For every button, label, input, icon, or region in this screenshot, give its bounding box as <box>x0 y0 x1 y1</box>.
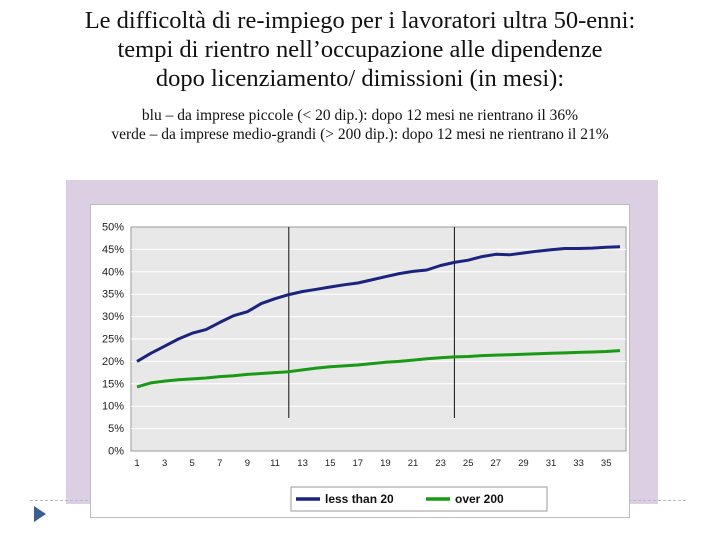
slide-title-line: tempi di rientro nell’occupazione alle d… <box>117 36 603 63</box>
x-tick-label: 7 <box>217 458 222 469</box>
y-tick-label: 35% <box>102 289 124 301</box>
x-tick-label: 11 <box>270 458 280 469</box>
chart-container: 0% 5% 10% 15% 20% 25% 30% 35% 40% 45% 50% 1 3 5 7 9 11 13… <box>90 204 630 518</box>
x-tick-label: 15 <box>325 458 336 469</box>
x-tick-label: 13 <box>297 458 308 469</box>
x-tick-label: 31 <box>546 458 557 469</box>
subtitle-line-blue: blu – da imprese piccole (< 20 dip.): do… <box>141 107 579 124</box>
legend-label: less than 20 <box>325 492 394 506</box>
slide-title-line: dopo licenziamento/ dimissioni (in mesi)… <box>155 65 565 92</box>
subtitle-line-green: verde – da imprese medio-grandi (> 200 d… <box>111 126 609 143</box>
x-tick-label: 21 <box>408 458 419 469</box>
slide-title-line: Le difficoltà di re-impiego per i lavora… <box>84 7 636 34</box>
y-tick-label: 20% <box>102 356 124 368</box>
y-tick-label: 45% <box>102 244 124 256</box>
x-tick-label: 17 <box>353 458 364 469</box>
x-tick-label: 5 <box>190 458 195 469</box>
y-tick-label: 10% <box>102 401 124 413</box>
series-line-over-200 <box>136 349 621 389</box>
y-tick-label: 50% <box>102 222 124 234</box>
x-tick-label: 35 <box>601 458 612 469</box>
y-tick-label: 25% <box>102 334 124 346</box>
x-tick-label: 25 <box>463 458 474 469</box>
x-tick-label: 27 <box>491 458 502 469</box>
y-tick-label: 40% <box>102 266 124 278</box>
x-tick-label: 33 <box>573 458 584 469</box>
series-line-less-than-20 <box>136 245 621 363</box>
slide-bullet-icon <box>34 506 46 522</box>
legend-label: over 200 <box>455 492 504 506</box>
slide-title: Le difficoltà di re-impiego per i lavora… <box>0 6 720 93</box>
x-tick-label: 9 <box>245 458 250 469</box>
x-tick-label: 23 <box>435 458 446 469</box>
y-tick-label: 30% <box>102 311 124 323</box>
y-tick-label: 0% <box>108 446 124 458</box>
x-tick-label: 19 <box>380 458 391 469</box>
slide-subtitle: blu – da imprese piccole (< 20 dip.): do… <box>0 106 720 144</box>
x-tick-label: 3 <box>162 458 167 469</box>
line-chart: 0%5%10%15%20%25%30%35%40%45%50%1 3 5 7 9 11 13… <box>102 222 627 512</box>
y-tick-label: 15% <box>102 378 124 390</box>
legend <box>290 486 548 512</box>
y-tick-label: 5% <box>108 423 124 435</box>
x-tick-label: 29 <box>518 458 529 469</box>
x-tick-label: 1 <box>134 458 139 469</box>
